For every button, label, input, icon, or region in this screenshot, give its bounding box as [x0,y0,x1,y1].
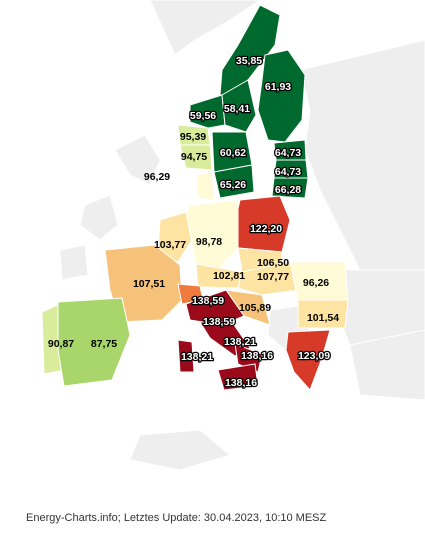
label-NO3: 94,75 [181,151,207,163]
region-GR[interactable] [285,329,331,391]
label-SAR: 138,21 [181,351,213,363]
label-GR: 123,09 [298,350,330,362]
region-DE[interactable] [185,199,239,271]
label-FI: 61,93 [265,81,291,93]
region-SE4[interactable] [213,164,255,199]
label-CZ: 106,50 [257,257,289,269]
region-IT_N[interactable] [185,289,245,326]
label-EE: 64,73 [275,147,301,159]
label-DK: 96,29 [144,171,170,183]
label-SE3: 60,62 [220,147,246,159]
label-AT: 102,81 [213,270,245,282]
label-FR: 107,51 [133,278,165,290]
label-NO2: 35,85 [236,55,262,67]
region-ES[interactable] [57,297,131,387]
label-SK_HU: 107,77 [257,271,289,283]
value-labels: 35,85 61,93 59,56 58,41 95,39 94,75 60,6… [48,54,339,391]
label-SE4: 65,26 [220,179,246,191]
region-FI[interactable] [257,49,306,143]
label-IT_C: 138,21 [224,336,256,348]
label-BG: 101,54 [307,312,339,324]
region-NO3[interactable] [179,144,213,171]
label-DE: 98,78 [196,236,222,248]
label-NL: 103,77 [154,239,186,251]
region-SK_HU[interactable] [237,261,299,296]
background-land [59,0,425,471]
label-PL: 122,20 [250,223,282,235]
label-ES: 87,75 [91,338,117,350]
label-CH: 138,59 [192,295,224,307]
label-NO5: 95,39 [180,131,206,143]
source-footer: Energy-Charts.info; Letztes Update: 30.0… [26,512,327,524]
region-SIC[interactable] [217,363,259,391]
label-SIC: 138,16 [225,377,257,389]
label-NO1: 59,56 [190,110,216,122]
region-NO1[interactable] [189,94,226,129]
region-LT[interactable] [271,177,309,199]
label-IT_S: 138,16 [241,350,273,362]
region-SAR[interactable] [177,339,195,373]
label-RO: 96,26 [303,277,329,289]
label-IT_N: 138,59 [203,316,235,328]
label-SE2: 58,41 [224,103,250,115]
europe-price-map: 35,85 61,93 59,56 58,41 95,39 94,75 60,6… [41,0,425,471]
region-BG[interactable] [297,299,349,329]
label-LT: 66,28 [275,184,301,196]
region-SE2[interactable] [221,79,257,133]
bidding-zones [41,4,349,391]
label-PT: 90,87 [48,338,74,350]
label-SI_HR: 105,89 [239,302,271,314]
region-FR[interactable] [104,244,183,323]
label-LV: 64,73 [275,166,301,178]
region-DK[interactable] [195,171,215,201]
